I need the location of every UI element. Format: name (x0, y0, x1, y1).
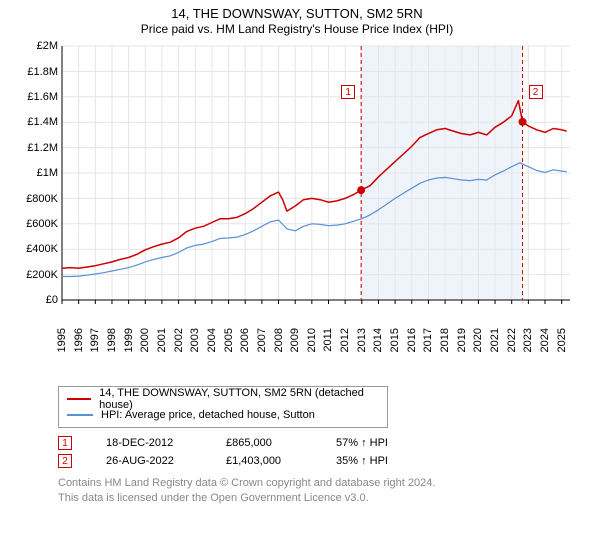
x-tick-label: 1997 (89, 328, 101, 368)
page-title: 14, THE DOWNSWAY, SUTTON, SM2 5RN (12, 6, 582, 22)
chart-marker-label: 1 (341, 85, 355, 99)
x-tick-label: 2025 (556, 328, 568, 368)
y-tick-label: £1.4M (16, 116, 58, 128)
x-tick-label: 2015 (389, 328, 401, 368)
x-tick-label: 2010 (306, 328, 318, 368)
chart-svg (16, 40, 576, 340)
x-tick-label: 2007 (256, 328, 268, 368)
annotation-index: 1 (58, 436, 72, 450)
annotation-row: 1 18-DEC-2012£865,00057% ↑ HPI (58, 434, 582, 452)
legend-swatch (67, 414, 93, 416)
x-tick-label: 1998 (106, 328, 118, 368)
x-tick-label: 2012 (339, 328, 351, 368)
annotation-date: 18-DEC-2012 (106, 437, 226, 449)
x-tick-label: 2006 (239, 328, 251, 368)
y-tick-label: £1.6M (16, 91, 58, 103)
annotation-date: 26-AUG-2022 (106, 455, 226, 467)
x-tick-label: 1995 (56, 328, 68, 368)
legend-item: 14, THE DOWNSWAY, SUTTON, SM2 5RN (detac… (67, 391, 379, 407)
legend-swatch (67, 398, 91, 400)
annotation-index: 2 (58, 454, 72, 468)
chart-marker-label: 2 (529, 85, 543, 99)
x-tick-label: 2002 (173, 328, 185, 368)
y-tick-label: £400K (16, 243, 58, 255)
x-tick-label: 2004 (206, 328, 218, 368)
x-tick-label: 2001 (156, 328, 168, 368)
x-tick-label: 2005 (223, 328, 235, 368)
x-tick-label: 1999 (123, 328, 135, 368)
x-tick-label: 1996 (73, 328, 85, 368)
annotation-pct: 35% ↑ HPI (336, 455, 446, 467)
x-tick-label: 2003 (189, 328, 201, 368)
x-tick-label: 2021 (489, 328, 501, 368)
x-tick-label: 2000 (139, 328, 151, 368)
x-tick-label: 2013 (356, 328, 368, 368)
y-tick-label: £1M (16, 167, 58, 179)
x-tick-label: 2014 (372, 328, 384, 368)
y-tick-label: £2M (16, 40, 58, 52)
annotation-pct: 57% ↑ HPI (336, 437, 446, 449)
x-tick-label: 2019 (456, 328, 468, 368)
x-tick-label: 2011 (322, 328, 334, 368)
annotation-row: 2 26-AUG-2022£1,403,00035% ↑ HPI (58, 452, 582, 470)
y-tick-label: £600K (16, 218, 58, 230)
y-tick-label: £800K (16, 193, 58, 205)
y-tick-label: £0 (16, 294, 58, 306)
x-tick-label: 2018 (439, 328, 451, 368)
x-tick-label: 2023 (522, 328, 534, 368)
legend: 14, THE DOWNSWAY, SUTTON, SM2 5RN (detac… (58, 386, 388, 428)
y-tick-label: £1.2M (16, 142, 58, 154)
x-tick-label: 2016 (406, 328, 418, 368)
page-subtitle: Price paid vs. HM Land Registry's House … (12, 22, 582, 36)
legend-label: 14, THE DOWNSWAY, SUTTON, SM2 5RN (detac… (99, 387, 379, 411)
price-chart: £0 £200K £400K £600K £800K £1M £1.2M £1.4M £1.6M… (16, 40, 576, 380)
annotation-table: 1 18-DEC-2012£865,00057% ↑ HPI 2 26-AUG-202… (58, 434, 582, 470)
x-tick-label: 2024 (539, 328, 551, 368)
page-root: 14, THE DOWNSWAY, SUTTON, SM2 5RN Price … (0, 0, 600, 560)
footer-line-2: This data is licensed under the Open Gov… (58, 491, 582, 505)
y-tick-label: £200K (16, 269, 58, 281)
footer-line-1: Contains HM Land Registry data © Crown c… (58, 476, 582, 490)
annotation-price: £1,403,000 (226, 455, 336, 467)
y-tick-label: £1.8M (16, 66, 58, 78)
x-tick-label: 2008 (273, 328, 285, 368)
x-tick-label: 2022 (506, 328, 518, 368)
footer-attribution: Contains HM Land Registry data © Crown c… (58, 476, 582, 505)
x-tick-label: 2020 (472, 328, 484, 368)
annotation-price: £865,000 (226, 437, 336, 449)
legend-label: HPI: Average price, detached house, Sutt… (101, 409, 315, 421)
x-tick-label: 2017 (422, 328, 434, 368)
x-tick-label: 2009 (289, 328, 301, 368)
